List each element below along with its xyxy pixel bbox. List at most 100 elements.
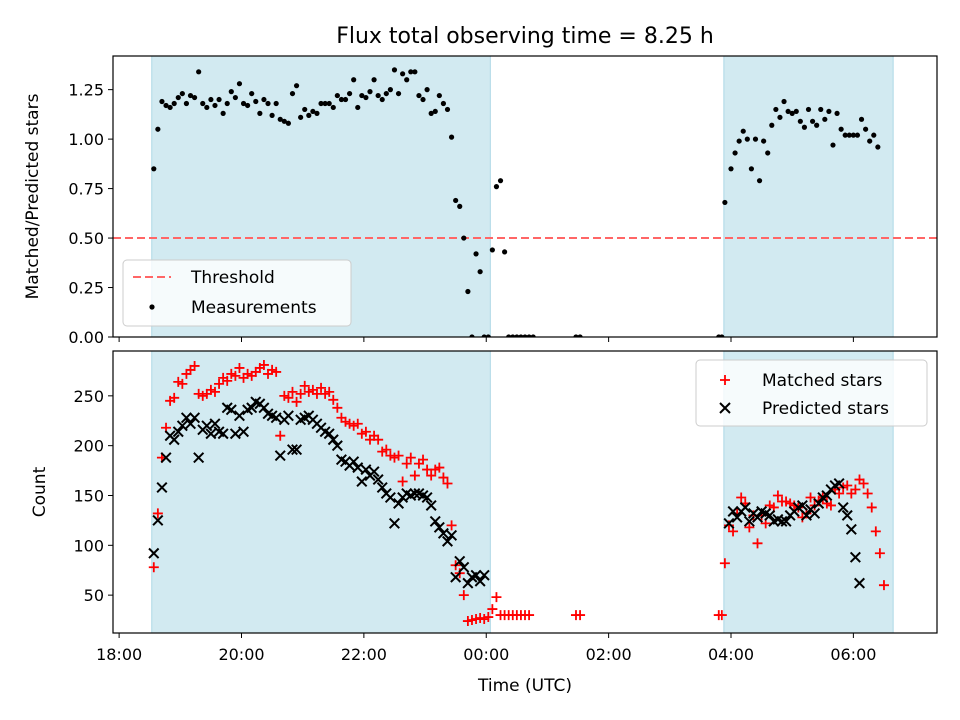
measurement-point (387, 87, 393, 93)
measurement-point (338, 96, 345, 103)
matched-star-point (716, 610, 727, 621)
measurement-point (314, 110, 320, 116)
measurement-point (359, 92, 365, 99)
predicted-star-point (458, 561, 470, 573)
measurement-point (769, 122, 775, 128)
predicted-star-point (148, 547, 160, 559)
measurement-point (420, 96, 426, 103)
measurement-point (830, 142, 836, 148)
matched-star-point (283, 392, 294, 403)
matched-star-point (148, 562, 159, 573)
predicted-star-point (291, 444, 303, 456)
measurement-point (277, 116, 283, 122)
measurement-point (577, 334, 583, 337)
matched-star-point (214, 378, 225, 389)
predicted-star-point (225, 404, 237, 416)
matched-star-point (825, 500, 836, 511)
predicted-star-point (209, 418, 221, 430)
predicted-star-point (723, 517, 735, 529)
predicted-star-point (776, 515, 788, 527)
predicted-star-point (193, 452, 205, 464)
measurement-point (200, 100, 206, 107)
measurement-point (732, 150, 738, 156)
measurement-point (232, 94, 238, 101)
measurement-point (175, 94, 181, 101)
measurement-point (497, 178, 504, 184)
measurement-point (159, 98, 165, 105)
matched-star-point (271, 366, 282, 377)
predicted-star-point (388, 517, 400, 529)
measurement-point (789, 110, 795, 116)
measurement-point (257, 110, 263, 116)
measurement-point (481, 334, 487, 337)
matched-star-point (209, 386, 220, 397)
matched-star-point (874, 548, 885, 559)
measurement-point (302, 106, 308, 113)
matched-star-point (483, 612, 494, 623)
measurement-point (183, 100, 190, 107)
measurement-point (240, 100, 247, 107)
measurement-point (744, 136, 750, 142)
measurement-point (793, 108, 799, 115)
matched-star-point (299, 380, 310, 391)
matched-star-point (177, 378, 188, 389)
predicted-star-point (184, 418, 197, 430)
measurement-point (719, 334, 725, 337)
measurement-point (838, 126, 844, 132)
matched-star-point (878, 580, 889, 591)
measurement-point (400, 71, 406, 77)
y-tick-label: 200 (73, 437, 104, 456)
y-tick-label: 0.75 (68, 180, 104, 199)
matched-star-point (744, 522, 755, 533)
predicted-star-point (450, 571, 462, 583)
matched-star-point (222, 375, 233, 386)
predicted-star-point (246, 402, 258, 414)
predicted-star-point (454, 555, 466, 567)
predicted-star-point (152, 514, 164, 526)
measurement-point (318, 100, 324, 107)
legend: Threshold Measurements (122, 259, 352, 327)
measurement-point (440, 100, 447, 107)
matched-star-point (169, 392, 180, 403)
measurement-point (530, 334, 536, 337)
measurement-point (253, 98, 259, 105)
measurement-point (814, 122, 820, 128)
measurement-point (187, 92, 194, 99)
measurement-point (191, 94, 198, 101)
x-tick-label: 04:00 (708, 645, 754, 664)
matched-star-point (405, 452, 416, 463)
predicted-star-point (743, 515, 755, 527)
measurement-point (752, 136, 759, 142)
predicted-star-point (238, 426, 250, 438)
predicted-star-point (821, 489, 833, 501)
matched-star-point (418, 454, 429, 465)
measurement-point (155, 126, 161, 132)
measurement-point (722, 199, 728, 206)
matched-star-point (189, 360, 200, 371)
measurement-point (395, 90, 402, 97)
measurement-point (867, 138, 873, 144)
y-tick-label: 1.25 (68, 81, 104, 100)
measurement-point (228, 89, 234, 95)
count-panel: 50 100 150 200 250 18:00 20:00 22:00 00:00 02:00 0… (30, 350, 938, 664)
predicted-star-point (189, 412, 201, 424)
measurement-point (761, 138, 767, 144)
matched-star-point (487, 604, 498, 615)
measurement-point (236, 81, 243, 87)
measurement-point (457, 203, 463, 209)
predicted-star-point (180, 412, 192, 424)
predicted-star-point (229, 428, 241, 440)
measurement-point (573, 334, 579, 337)
measurement-point (208, 96, 214, 103)
measurement-point (510, 334, 516, 337)
matched-star-point (332, 402, 343, 413)
matched-star-point (295, 388, 306, 399)
predicted-star-point (233, 410, 245, 422)
predicted-star-point (205, 428, 217, 440)
matched-star-point (491, 592, 502, 603)
measurement-point (306, 112, 312, 118)
measurement-point (461, 235, 467, 241)
y-tick-label: 250 (73, 387, 104, 406)
matched-star-point (434, 462, 445, 473)
y-tick-label: 50 (84, 586, 104, 605)
